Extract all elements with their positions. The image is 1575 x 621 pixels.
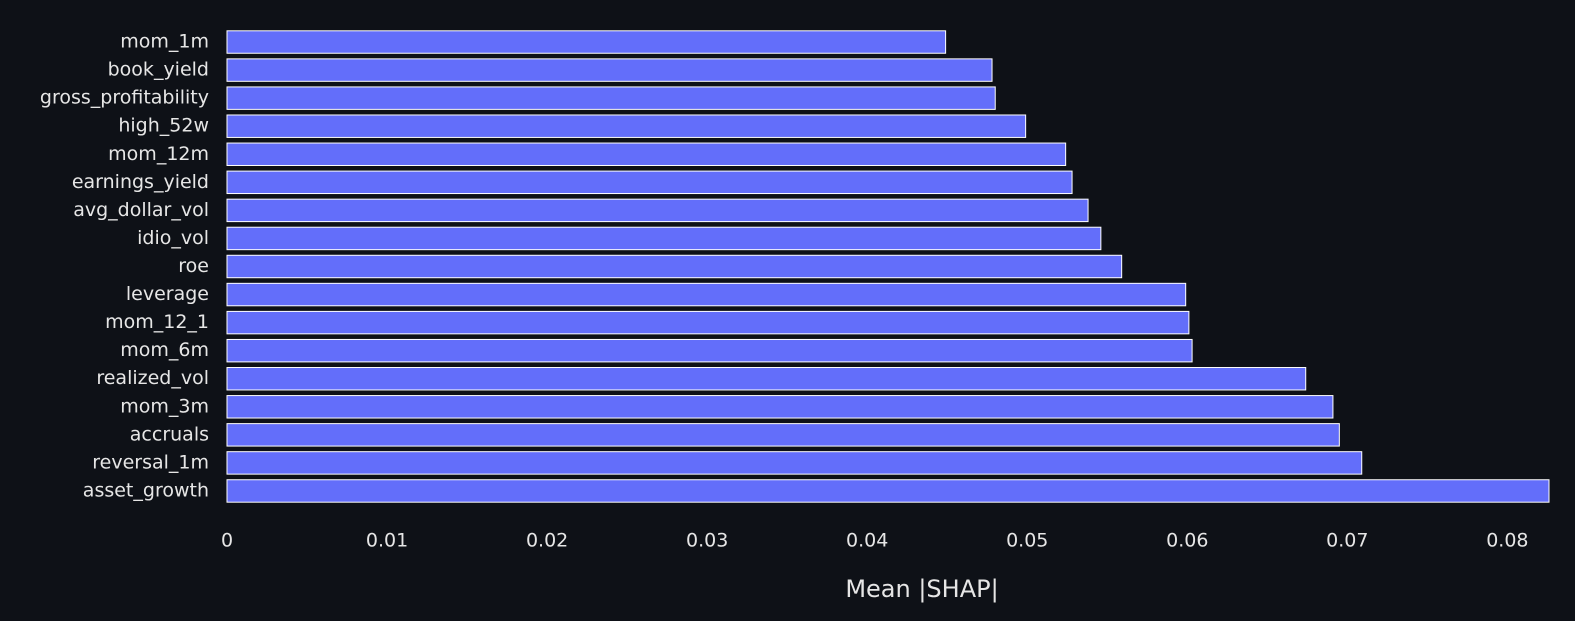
y-tick-label: roe (178, 255, 209, 277)
y-tick-label: mom_6m (120, 339, 209, 361)
y-tick-label: reversal_1m (92, 451, 209, 473)
x-tick-label: 0.08 (1486, 530, 1528, 552)
x-tick-label: 0.01 (366, 530, 408, 552)
x-tick-label: 0.03 (686, 530, 728, 552)
x-tick-label: 0.05 (1006, 530, 1048, 552)
bar (226, 423, 1340, 447)
x-axis-title: Mean |SHAP| (845, 575, 998, 603)
bar (226, 479, 1550, 503)
y-tick-label: mom_12_1 (105, 311, 209, 333)
bar (226, 170, 1073, 195)
x-tick-label: 0.04 (846, 530, 888, 552)
bar (226, 338, 1193, 363)
bar (226, 226, 1102, 251)
y-tick-label: leverage (126, 283, 209, 305)
y-tick-label: earnings_yield (72, 171, 209, 193)
x-tick-label: 0.02 (526, 530, 568, 552)
bar (226, 367, 1307, 391)
y-tick-label: mom_12m (108, 143, 209, 165)
bar (226, 86, 996, 110)
bar (226, 198, 1089, 223)
y-tick-label: asset_growth (83, 479, 209, 501)
bar (226, 142, 1067, 166)
y-tick-label: avg_dollar_vol (73, 199, 209, 221)
bar (226, 451, 1363, 475)
x-tick-label: 0.06 (1166, 530, 1208, 552)
y-tick-label: high_52w (118, 115, 209, 137)
y-tick-label: mom_1m (120, 31, 209, 53)
y-tick-label: realized_vol (96, 367, 209, 389)
bar (226, 395, 1334, 419)
y-tick-label: book_yield (108, 59, 209, 81)
y-tick-label: mom_3m (120, 395, 209, 417)
bar (226, 310, 1190, 335)
x-tick-label: 0.07 (1326, 530, 1368, 552)
y-tick-label: accruals (130, 423, 209, 445)
bar (226, 254, 1123, 279)
bar (226, 282, 1187, 307)
x-tick-label: 0 (221, 530, 233, 552)
y-tick-label: gross_profitability (40, 87, 209, 109)
bar (226, 58, 993, 82)
bar (226, 114, 1027, 138)
bar (226, 30, 947, 54)
y-tick-label: idio_vol (137, 227, 209, 249)
